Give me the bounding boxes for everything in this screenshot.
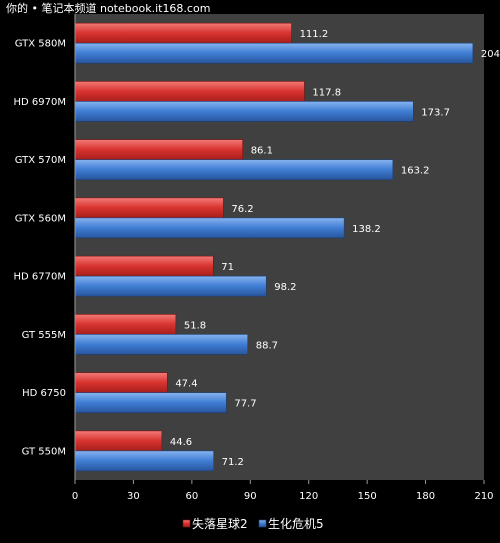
- category-label: GT 555M: [22, 330, 66, 341]
- bar-series-2: [74, 450, 214, 472]
- data-label: 117.8: [312, 87, 341, 98]
- category-label: GTX 560M: [15, 213, 66, 224]
- data-label: 47.4: [175, 379, 197, 390]
- legend-swatch: [182, 519, 191, 528]
- data-label: 173.7: [421, 107, 450, 118]
- bar-series-2: [74, 275, 267, 297]
- category-label: HD 6770M: [14, 272, 66, 283]
- bar-series-1: [74, 139, 243, 160]
- x-tick-label: 30: [127, 491, 140, 502]
- bar-series-2: [74, 159, 394, 180]
- category-label: GTX 580M: [15, 39, 66, 50]
- x-tick-label: 180: [416, 491, 435, 502]
- data-label: 88.7: [256, 340, 278, 351]
- data-label: 76.2: [231, 204, 253, 215]
- data-label: 98.2: [274, 282, 296, 293]
- data-label: 71.2: [222, 457, 244, 468]
- category-label: GTX 570M: [15, 155, 66, 166]
- x-tick-label: 60: [185, 491, 198, 502]
- legend: 失落星球2 生化危机5: [182, 516, 324, 531]
- x-tick-label: 90: [244, 491, 257, 502]
- data-label: 44.6: [170, 437, 192, 448]
- bar-series-2: [74, 334, 249, 355]
- bar-series-1: [74, 430, 163, 452]
- data-label: 51.8: [184, 320, 206, 331]
- watermark-text: 你的 • 笔记本频道 notebook.it168.com: [6, 2, 211, 15]
- bar-series-1: [74, 314, 177, 335]
- x-tick-label: 150: [358, 491, 377, 502]
- data-label: 111.2: [300, 29, 329, 40]
- bar-series-2: [74, 392, 227, 413]
- legend-entry: 生化危机5: [268, 517, 324, 531]
- data-label: 77.7: [234, 399, 256, 410]
- bar-series-1: [74, 81, 305, 102]
- data-label: 163.2: [401, 166, 430, 177]
- bar-series-2: [74, 101, 414, 122]
- bar-series-1: [74, 372, 168, 393]
- bar-series-1: [74, 255, 214, 277]
- category-label: HD 6750: [22, 388, 66, 399]
- x-tick-label: 120: [299, 491, 318, 502]
- bar-series-2: [74, 42, 474, 64]
- legend-entry: 失落星球2: [192, 516, 248, 531]
- data-label: 138.2: [352, 224, 381, 235]
- data-label: 204.3: [481, 49, 500, 60]
- bar-series-1: [74, 22, 292, 44]
- x-tick-label: 210: [474, 491, 493, 502]
- bar-series-1: [74, 197, 224, 219]
- legend-swatch: [258, 519, 267, 528]
- bar-series-2: [74, 217, 345, 239]
- data-label: 71: [221, 262, 234, 273]
- data-label: 86.1: [251, 146, 273, 157]
- category-label: HD 6970M: [14, 97, 66, 108]
- x-tick-label: 0: [72, 491, 78, 502]
- category-label: GT 550M: [22, 446, 66, 457]
